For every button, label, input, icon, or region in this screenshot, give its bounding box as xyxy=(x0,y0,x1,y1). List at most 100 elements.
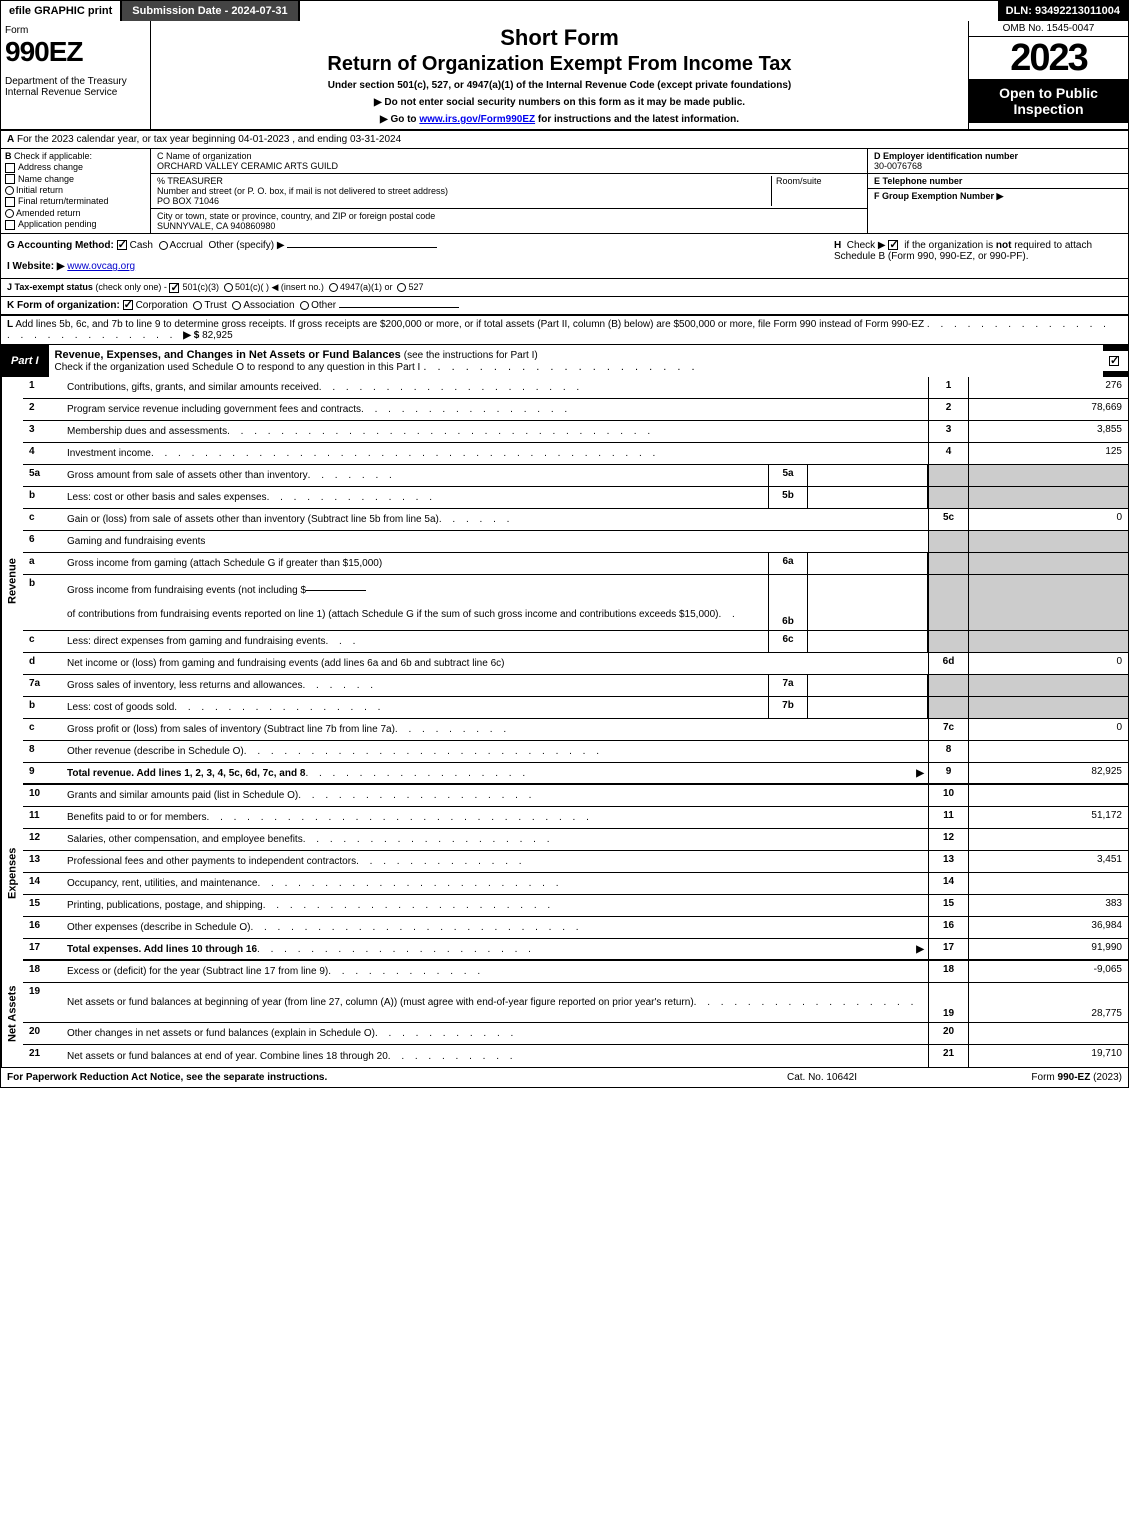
line-desc: Gross income from fundraising events (no… xyxy=(63,575,768,630)
line-rnum: 18 xyxy=(928,961,968,982)
radio-trust[interactable] xyxy=(193,301,202,310)
d-row: D Employer identification number 30-0076… xyxy=(868,149,1128,174)
contrib-input[interactable] xyxy=(306,590,366,591)
part1-dots: . . . . . . . . . . . . . . . . . . . . xyxy=(423,361,698,373)
row-l: L Add lines 5b, 6c, and 7b to line 9 to … xyxy=(1,316,1128,345)
form-page: efile GRAPHIC print Submission Date - 20… xyxy=(0,0,1129,1088)
header-right: OMB No. 1545-0047 2023 Open to Public In… xyxy=(968,21,1128,129)
row-i-inner: I Website: ▶ www.ovcag.org xyxy=(7,261,822,272)
dots: . . . . . . . . . . . . . . . . . . . . … xyxy=(257,878,924,889)
footer-formref: Form 990-EZ (2023) xyxy=(922,1072,1122,1083)
form-subtitle: Under section 501(c), 527, or 4947(a)(1)… xyxy=(155,80,964,91)
irs-link[interactable]: www.irs.gov/Form990EZ xyxy=(419,114,535,125)
line-11: 11 Benefits paid to or for members . . .… xyxy=(23,807,1128,829)
dots: . . . . . . . . . xyxy=(395,724,924,735)
website-link[interactable]: www.ovcag.org xyxy=(67,261,135,272)
radio-other[interactable] xyxy=(300,301,309,310)
chk-pending[interactable]: Application pending xyxy=(5,219,146,230)
desc-text: Net income or (loss) from gaming and fun… xyxy=(67,658,504,669)
line-rnum-shade xyxy=(928,631,968,652)
chk-address[interactable]: Address change xyxy=(5,162,146,173)
line-rnum: 6d xyxy=(928,653,968,674)
line-13: 13 Professional fees and other payments … xyxy=(23,851,1128,873)
line-subval xyxy=(808,631,928,652)
radio-icon xyxy=(5,209,14,218)
line-val: 383 xyxy=(968,895,1128,916)
dots: . . . . . . . . . . . . . . . . . . . . … xyxy=(227,426,924,437)
dots: . . xyxy=(718,609,764,620)
chk-initial[interactable]: Initial return xyxy=(5,185,146,195)
form-title-1: Short Form xyxy=(155,25,964,51)
part1-chk xyxy=(1103,351,1128,371)
line-rnum: 13 xyxy=(928,851,968,872)
city-value: SUNNYVALE, CA 940860980 xyxy=(157,221,861,231)
line-num: c xyxy=(23,509,63,530)
j-opt3: 4947(a)(1) or xyxy=(340,282,393,292)
line-20: 20 Other changes in net assets or fund b… xyxy=(23,1023,1128,1045)
line-val-shade xyxy=(968,631,1128,652)
line-desc: Net income or (loss) from gaming and fun… xyxy=(63,653,928,674)
k-other-input[interactable] xyxy=(339,307,459,308)
checkbox-h[interactable] xyxy=(888,240,898,250)
line-rnum-shade xyxy=(928,487,968,508)
line-6d: d Net income or (loss) from gaming and f… xyxy=(23,653,1128,675)
line-val-shade xyxy=(968,575,1128,630)
line-desc: Gross amount from sale of assets other t… xyxy=(63,465,768,486)
line-rnum-shade xyxy=(928,675,968,696)
line-subnum: 7a xyxy=(768,675,808,696)
line-desc: Total expenses. Add lines 10 through 16 … xyxy=(63,939,928,959)
radio-501c[interactable] xyxy=(224,283,233,292)
desc-mid: of contributions from fundraising events… xyxy=(67,609,718,620)
room-block: Room/suite xyxy=(771,176,861,206)
dots: . . . . . . . . . . . . . . . . . . . . … xyxy=(694,997,924,1008)
desc-text: Net assets or fund balances at beginning… xyxy=(67,997,694,1008)
radio-assoc[interactable] xyxy=(232,301,241,310)
line-num: 20 xyxy=(23,1023,63,1044)
line-rnum: 19 xyxy=(928,983,968,1022)
line-rnum-shade xyxy=(928,553,968,574)
radio-accrual[interactable] xyxy=(159,241,168,250)
desc-text: Gain or (loss) from sale of assets other… xyxy=(67,514,439,525)
line-5a: 5a Gross amount from sale of assets othe… xyxy=(23,465,1128,487)
c-name-row: C Name of organization ORCHARD VALLEY CE… xyxy=(151,149,867,174)
chk-501c3[interactable] xyxy=(169,283,179,293)
checkbox-cash[interactable] xyxy=(117,240,127,250)
line-rnum-shade xyxy=(928,531,968,552)
line-desc: Professional fees and other payments to … xyxy=(63,851,928,872)
line-val xyxy=(968,741,1128,762)
checkbox-icon xyxy=(5,197,15,207)
desc-text: Salaries, other compensation, and employ… xyxy=(67,834,303,845)
line-num: 19 xyxy=(23,983,63,1022)
line-3: 3 Membership dues and assessments . . . … xyxy=(23,421,1128,443)
row-h: H Check ▶ if the organization is not req… xyxy=(828,234,1128,278)
line-num: 17 xyxy=(23,939,63,959)
line-num: b xyxy=(23,697,63,718)
checkbox-icon xyxy=(5,220,15,230)
chk-corp[interactable] xyxy=(123,300,133,310)
line-desc: Salaries, other compensation, and employ… xyxy=(63,829,928,850)
radio-527[interactable] xyxy=(397,283,406,292)
g-label: G Accounting Method: xyxy=(7,240,114,251)
chk-namechange[interactable]: Name change xyxy=(5,174,146,185)
radio-4947[interactable] xyxy=(329,283,338,292)
chk-amended[interactable]: Amended return xyxy=(5,208,146,218)
ein-value: 30-0076768 xyxy=(874,161,922,171)
g-other-input[interactable] xyxy=(287,247,437,248)
dots: . . . . . . . . . . . . xyxy=(328,966,924,977)
j-sub: (check only one) - xyxy=(95,282,167,292)
desc-text: Program service revenue including govern… xyxy=(67,404,361,415)
line-19: 19 Net assets or fund balances at beginn… xyxy=(23,983,1128,1023)
chk-final[interactable]: Final return/terminated xyxy=(5,196,146,207)
checkbox-part1[interactable] xyxy=(1109,356,1119,366)
dots: . . . . . . . . . . . xyxy=(375,1028,924,1039)
pct-label: % TREASURER xyxy=(157,176,771,186)
header-left: Form 990EZ Department of the Treasury In… xyxy=(1,21,151,129)
street-block: % TREASURER Number and street (or P. O. … xyxy=(157,176,771,206)
k-opt2: Trust xyxy=(204,300,226,311)
open-inspection: Open to Public Inspection xyxy=(969,79,1128,123)
line-num: 2 xyxy=(23,399,63,420)
line-val: 0 xyxy=(968,509,1128,530)
l-text: Add lines 5b, 6c, and 7b to line 9 to de… xyxy=(15,319,924,330)
h-label: H xyxy=(834,240,841,251)
j-opt4: 527 xyxy=(408,282,423,292)
